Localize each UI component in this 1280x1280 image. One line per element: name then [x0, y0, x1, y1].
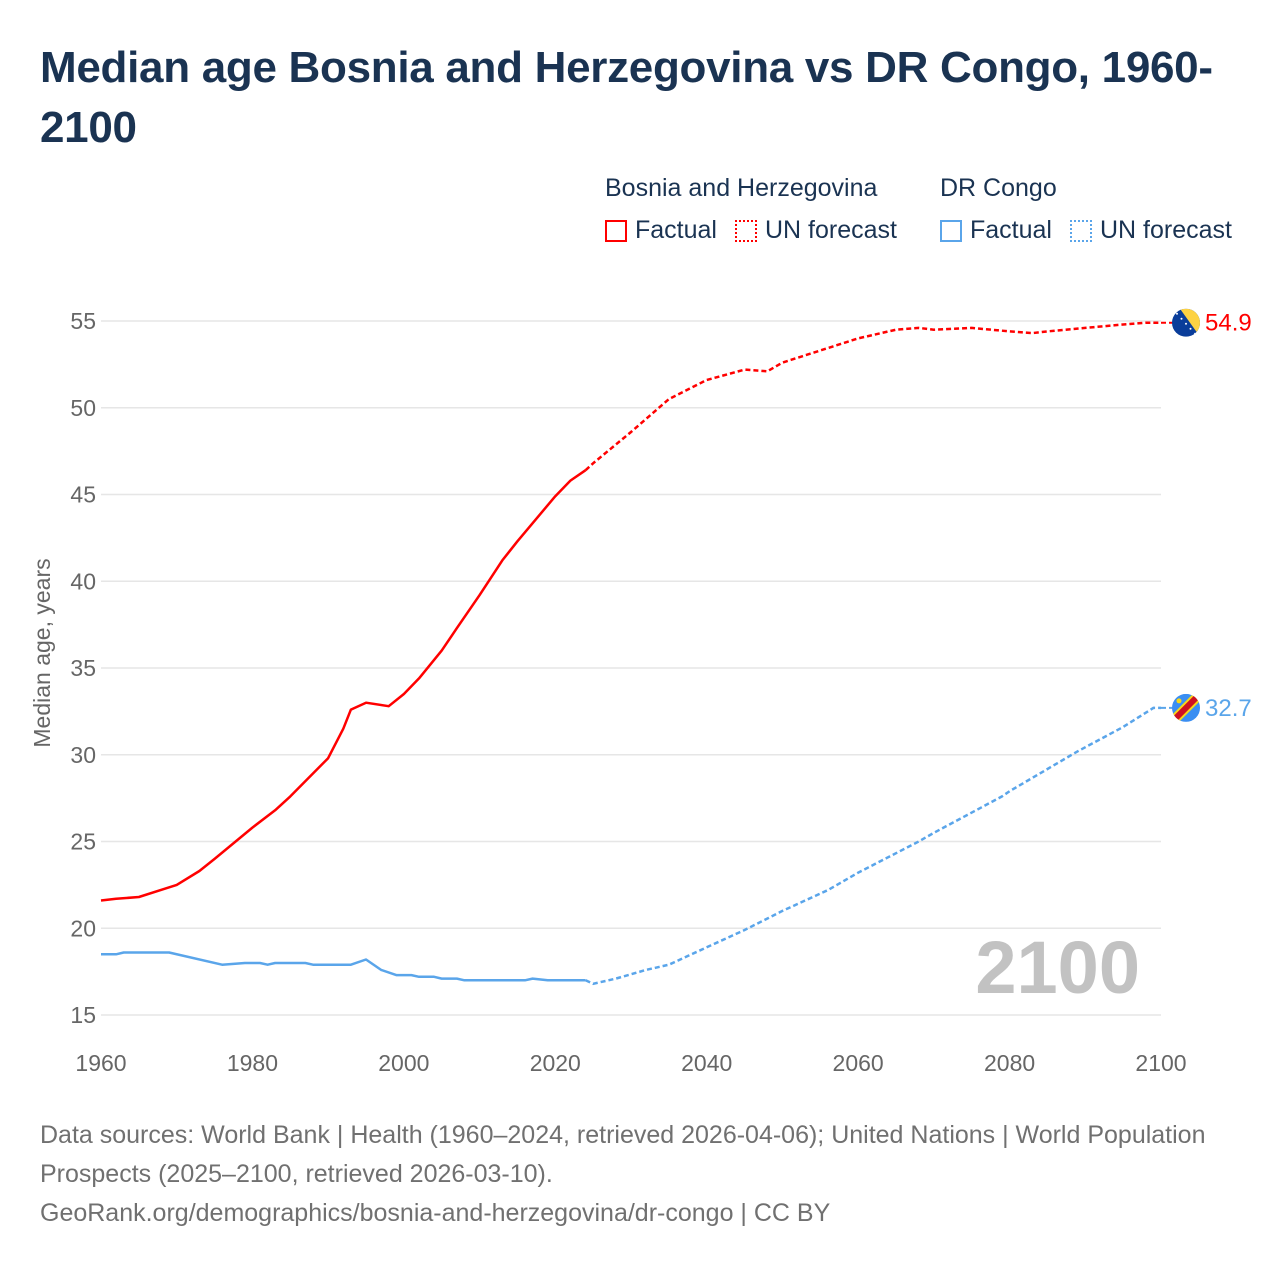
y-tick-label: 25	[70, 829, 96, 855]
y-tick-label: 30	[70, 742, 96, 768]
bosnia-flag-icon	[1172, 308, 1200, 337]
legend-swatch-solid	[605, 219, 627, 242]
x-tick-label: 2020	[530, 1050, 581, 1076]
legend-group-drcongo: DR Congo Factual UN forecast	[940, 174, 1250, 245]
drcongo-end-value: 32.7	[1205, 695, 1252, 722]
gridlines	[101, 320, 1161, 1016]
bosnia-end-value: 54.9	[1205, 310, 1252, 337]
legend-item-bosnia-factual[interactable]: Factual	[605, 216, 717, 245]
legend-label: UN forecast	[764, 216, 897, 244]
drcongo-forecast-line	[585, 706, 1161, 986]
x-tick-label: 1980	[227, 1050, 278, 1076]
drcongo-flag-icon	[1172, 693, 1200, 722]
source-url-text: GeoRank.org/demographics/bosnia-and-herz…	[40, 1199, 831, 1227]
bosnia-factual-line	[100, 469, 587, 902]
bosnia-forecast-line	[584, 321, 1161, 472]
y-axis-label: Median age, years	[29, 558, 55, 747]
x-tick-label: 2040	[681, 1050, 732, 1076]
x-tick-label: 2000	[378, 1050, 429, 1076]
legend-item-bosnia-forecast[interactable]: UN forecast	[734, 216, 897, 245]
series-lines	[100, 321, 1161, 986]
legend-item-drcongo-factual[interactable]: Factual	[940, 216, 1052, 245]
x-tick-labels: 1960 1980 2000 2020 2040 2060 2080 2100	[75, 1050, 1186, 1076]
x-tick-label: 2100	[1135, 1050, 1186, 1076]
end-markers: 54.9 32.7	[1161, 308, 1252, 722]
y-tick-label: 15	[70, 1002, 96, 1028]
legend-group-title: DR Congo	[940, 174, 1057, 202]
y-tick-label: 20	[70, 915, 96, 941]
y-tick-label: 55	[70, 308, 96, 334]
y-tick-label: 45	[70, 482, 96, 508]
chart-title: Median age Bosnia and Herzegovina vs DR …	[40, 43, 1213, 152]
y-tick-label: 35	[70, 655, 96, 681]
chart-footer: Data sources: World Bank | Health (1960–…	[40, 1116, 1240, 1233]
y-tick-label: 50	[70, 395, 96, 421]
data-sources-text: Data sources: World Bank | Health (1960–…	[40, 1121, 1206, 1188]
legend-swatch-dotted	[1069, 219, 1092, 242]
drcongo-factual-line	[101, 951, 586, 982]
legend-label: Factual	[970, 216, 1052, 244]
year-watermark: 2100	[975, 926, 1140, 1009]
legend-item-drcongo-forecast[interactable]: UN forecast	[1069, 216, 1232, 245]
x-tick-label: 1960	[75, 1050, 126, 1076]
legend-swatch-dotted	[734, 219, 757, 242]
legend-group-bosnia: Bosnia and Herzegovina Factual UN foreca…	[605, 174, 915, 245]
y-tick-labels: 15 20 25 30 35 40 45 50 55	[70, 308, 96, 1028]
legend-label: Factual	[635, 216, 717, 244]
legend-swatch-solid	[940, 219, 962, 242]
x-tick-label: 2080	[984, 1050, 1035, 1076]
y-tick-label: 40	[70, 568, 96, 594]
legend-label: UN forecast	[1099, 216, 1232, 244]
legend-group-title: Bosnia and Herzegovina	[605, 174, 878, 202]
x-tick-label: 2060	[833, 1050, 884, 1076]
